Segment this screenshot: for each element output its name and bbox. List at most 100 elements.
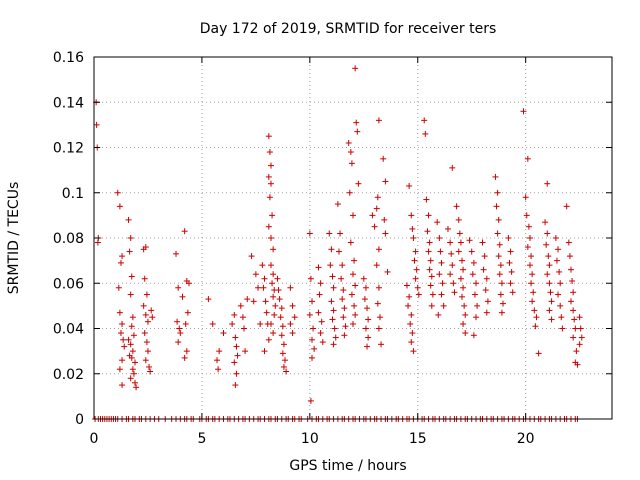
data-point: [255, 284, 262, 291]
data-point: [462, 311, 469, 318]
data-point: [128, 323, 135, 330]
data-point: [234, 352, 241, 359]
data-point: [233, 343, 240, 350]
data-point: [331, 325, 338, 332]
data-point: [341, 305, 348, 312]
data-point: [558, 314, 565, 321]
data-point: [125, 336, 132, 343]
data-point: [353, 119, 360, 126]
data-point: [267, 162, 274, 169]
data-point: [352, 311, 359, 318]
y-tick-label: 0: [75, 412, 84, 428]
data-point: [266, 194, 273, 201]
data-point: [407, 320, 414, 327]
data-point: [378, 341, 385, 348]
data-point: [128, 273, 135, 280]
data-point: [450, 280, 457, 287]
data-point: [576, 314, 583, 321]
data-point: [215, 366, 222, 373]
data-point: [229, 320, 236, 327]
data-point: [337, 230, 344, 237]
data-point: [525, 223, 532, 230]
data-point: [132, 359, 139, 366]
data-point: [498, 309, 505, 316]
data-point: [174, 318, 181, 325]
data-point: [233, 370, 240, 377]
data-point: [567, 266, 574, 273]
data-point: [428, 302, 435, 309]
y-tick-label: 0.04: [53, 322, 84, 338]
data-point: [148, 307, 155, 314]
data-point: [410, 235, 417, 241]
data-point: [306, 311, 313, 318]
data-point: [449, 262, 456, 269]
data-point: [317, 280, 324, 287]
data-point: [185, 280, 192, 287]
data-point: [447, 271, 454, 278]
data-point: [365, 334, 372, 341]
data-point: [470, 332, 477, 339]
data-point: [567, 298, 574, 305]
x-tick-label: 10: [301, 431, 319, 447]
data-point: [329, 316, 336, 323]
x-tick-label: 15: [409, 431, 427, 447]
data-point: [447, 239, 454, 246]
data-point: [460, 284, 467, 291]
data-point: [438, 259, 445, 266]
data-point: [347, 239, 354, 246]
data-point: [119, 357, 126, 364]
data-point: [429, 291, 436, 298]
data-point: [498, 280, 505, 287]
data-point: [287, 284, 294, 291]
data-point: [129, 348, 136, 355]
data-point: [530, 289, 537, 296]
data-point: [375, 284, 382, 291]
data-point: [351, 302, 358, 309]
data-point: [424, 228, 431, 235]
data-point: [473, 314, 480, 321]
x-tick-label: 0: [90, 431, 99, 447]
data-point: [310, 325, 317, 332]
data-point: [457, 275, 464, 282]
data-point: [120, 336, 127, 343]
data-point: [278, 305, 285, 312]
data-point: [352, 65, 359, 72]
data-point: [524, 155, 531, 162]
data-point: [374, 300, 381, 307]
data-point: [175, 284, 182, 291]
data-point: [340, 314, 347, 321]
data-point: [457, 239, 464, 246]
data-point: [532, 323, 539, 330]
data-point: [544, 271, 551, 278]
data-point: [425, 248, 432, 255]
data-point: [315, 309, 322, 316]
data-point: [93, 121, 100, 128]
data-point: [484, 298, 491, 305]
data-point: [523, 212, 530, 219]
data-point: [127, 291, 134, 298]
data-point: [345, 139, 352, 146]
data-point: [408, 311, 415, 318]
data-point: [460, 266, 467, 273]
y-tick-label: 0.1: [62, 186, 84, 202]
data-point: [269, 280, 276, 287]
data-point: [265, 223, 272, 230]
data-point: [548, 298, 555, 305]
data-point: [425, 212, 432, 219]
data-point: [184, 309, 191, 316]
data-point: [453, 203, 460, 210]
data-point: [352, 282, 359, 289]
data-point: [265, 336, 272, 343]
data-point: [533, 314, 540, 321]
data-point: [455, 216, 462, 223]
data-point: [335, 248, 342, 255]
data-point: [557, 302, 564, 309]
data-point: [348, 160, 355, 167]
data-point: [506, 259, 513, 266]
data-point: [270, 293, 277, 300]
data-point: [409, 225, 416, 232]
data-point: [239, 314, 246, 321]
data-point: [573, 348, 580, 355]
data-point: [328, 298, 335, 305]
